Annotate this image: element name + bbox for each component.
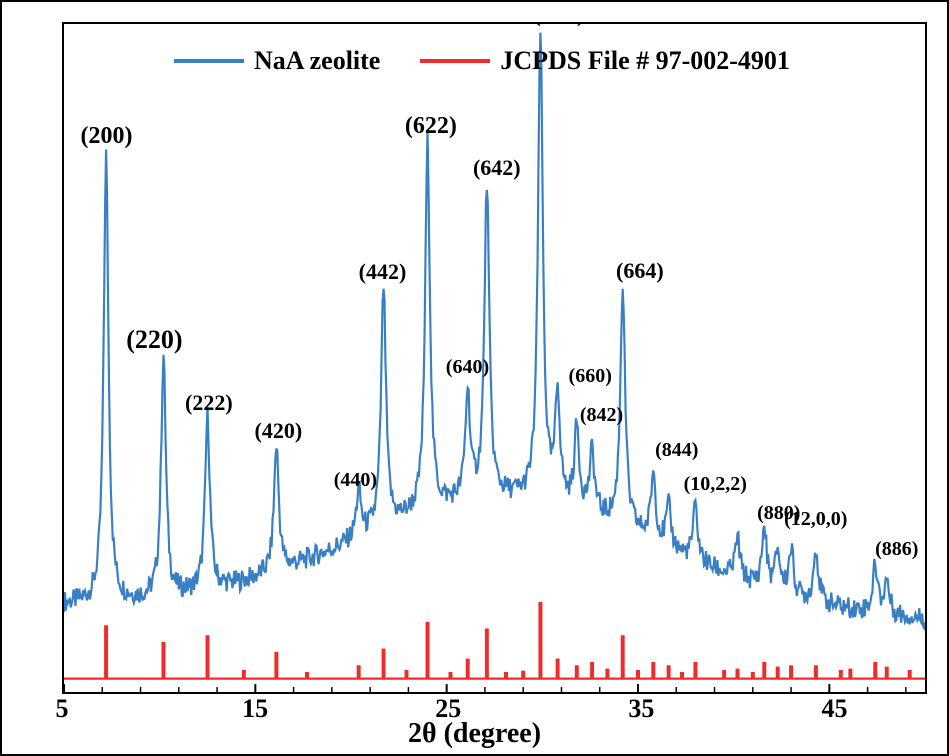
legend-label-blue: NaA zeolite: [254, 46, 380, 76]
plot-area: NaA zeolite JCPDS File # 97-002-4901 (20…: [62, 22, 927, 694]
legend-swatch-red: [420, 59, 490, 63]
series-blue-line: [64, 33, 925, 628]
legend-item-red: JCPDS File # 97-002-4901: [420, 46, 790, 76]
legend-swatch-blue: [174, 59, 244, 63]
legend-label-red: JCPDS File # 97-002-4901: [500, 46, 790, 76]
peak-label: (842): [580, 404, 623, 427]
xtick-label: 5: [56, 694, 69, 724]
legend-item-blue: NaA zeolite: [174, 46, 380, 76]
xtick-label: 15: [242, 694, 268, 724]
peak-label: (886): [875, 538, 918, 561]
peak-label: (222): [185, 390, 233, 416]
peak-label: (664): [616, 258, 664, 284]
peak-label: (12,0,0): [784, 508, 847, 531]
peak-label: (644): [533, 22, 585, 28]
peak-label: (442): [359, 259, 407, 285]
chart-svg: [64, 24, 925, 692]
peak-label: (844): [655, 439, 698, 462]
chart-frame: Relative Intensity NaA zeolite JCPDS Fil…: [0, 0, 949, 756]
peak-label: (420): [255, 418, 303, 444]
peak-label: (200): [80, 123, 132, 150]
peak-label: (10,2,2): [684, 473, 747, 496]
peak-label: (640): [446, 356, 489, 379]
peak-label: (622): [405, 113, 457, 140]
xtick-label: 25: [435, 694, 461, 724]
peak-label: (660): [569, 365, 612, 388]
legend: NaA zeolite JCPDS File # 97-002-4901: [174, 46, 895, 76]
peak-label: (642): [473, 155, 521, 181]
x-axis-label: 2θ (degree): [408, 718, 541, 750]
peak-label: (220): [126, 325, 182, 355]
xtick-label: 45: [821, 694, 847, 724]
xtick-label: 35: [628, 694, 654, 724]
peak-label: (440): [334, 469, 377, 492]
